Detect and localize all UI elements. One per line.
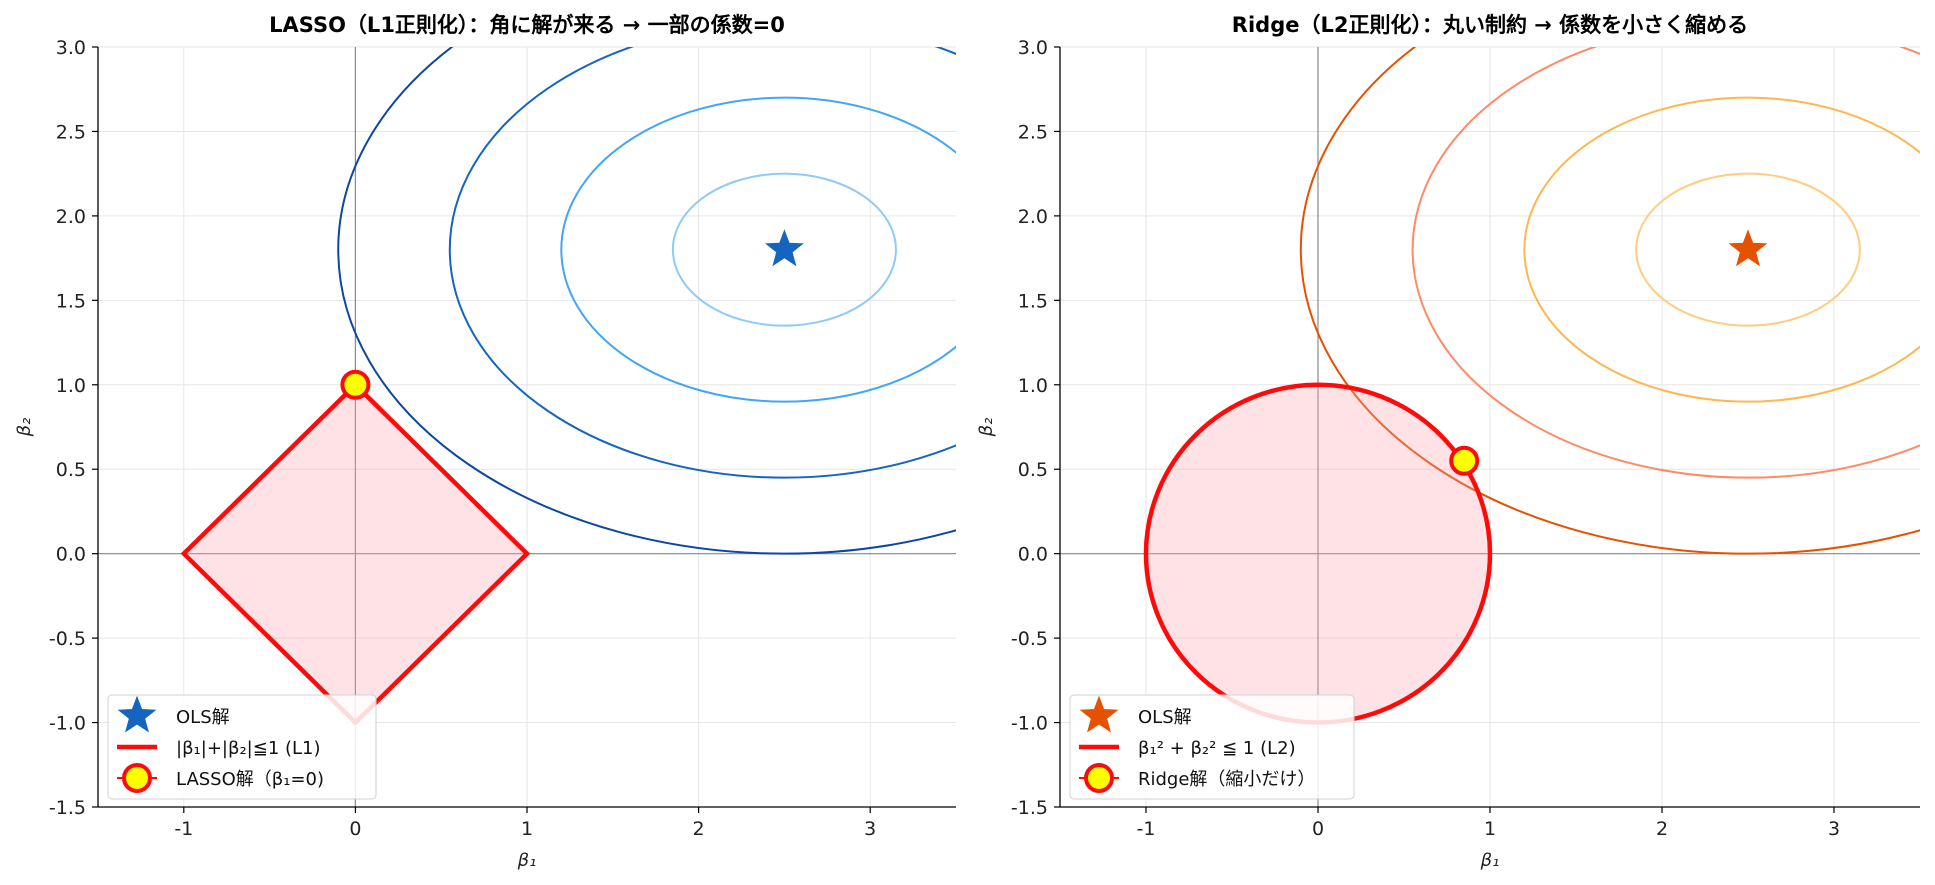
- lasso-y-tick-label-0: -1.5: [49, 797, 86, 819]
- ridge-grid: [1060, 46, 1920, 808]
- ridge-l2-constraint-circle: [1143, 382, 1493, 725]
- lasso-title: LASSO（L1正則化）：角に解が来る → 一部の係数=0: [269, 13, 785, 37]
- lasso-y-tick-label-5: 1.0: [56, 375, 86, 397]
- ridge-x-tick-label-2: 1: [1484, 818, 1496, 840]
- ridge-y-tick-label-0: -1.5: [1011, 797, 1048, 819]
- lasso-x-tick-label-0: -1: [174, 818, 193, 840]
- ridge-contours: [1299, 47, 1920, 555]
- lasso-legend-label-1: |β₁|+|β₂|≦1 (L1): [176, 738, 321, 759]
- lasso-y-ticks: -1.5 -1.0 -0.5 0.0 0.5 1.0 1.5 2.0 2.5 3.0: [49, 37, 98, 819]
- ridge-legend-solution-swatch: [1084, 763, 1114, 793]
- ridge-y-tick-label-4: 0.5: [1018, 459, 1048, 481]
- lasso-contour-3: [448, 47, 956, 479]
- lasso-legend-label-2: LASSO解（β₁=0): [176, 769, 324, 790]
- lasso-y-tick-label-4: 0.5: [56, 459, 86, 481]
- ridge-x-tick-label-0: -1: [1137, 818, 1156, 840]
- lasso-x-tick-label-2: 1: [521, 818, 533, 840]
- lasso-contours: [337, 47, 956, 555]
- lasso-y-tick-label-2: -0.5: [49, 628, 86, 650]
- lasso-markers: [340, 229, 804, 400]
- lasso-x-axis-label: β₁: [517, 850, 537, 871]
- ridge-legend-label-1: β₁² + β₂² ≦ 1 (L2): [1138, 738, 1296, 759]
- lasso-contour-4: [337, 47, 956, 555]
- ridge-y-tick-label-2: -0.5: [1011, 628, 1048, 650]
- ridge-contour-1: [1635, 172, 1861, 327]
- lasso-panel: LASSO（L1正則化）：角に解が来る → 一部の係数=0 -1 0 1 2 3 -1.…: [14, 13, 956, 871]
- ridge-x-axis-label: β₁: [1480, 850, 1500, 871]
- lasso-y-axis-label: β₂: [14, 418, 35, 438]
- ridge-regularized-solution-point: [1449, 445, 1480, 476]
- ridge-y-tick-label-6: 1.5: [1018, 290, 1048, 312]
- lasso-legend: OLS解 |β₁|+|β₂|≦1 (L1) LASSO解（β₁=0): [107, 694, 377, 800]
- ridge-markers: [1449, 229, 1768, 476]
- lasso-legend-box: [107, 694, 377, 800]
- lasso-x-ticks: -1 0 1 2 3: [174, 807, 876, 840]
- lasso-x-tick-label-1: 0: [349, 818, 361, 840]
- lasso-y-tick-label-8: 2.5: [56, 121, 86, 143]
- ridge-legend-box: [1069, 694, 1355, 800]
- lasso-x-tick-label-4: 3: [864, 818, 876, 840]
- lasso-contour-1: [671, 172, 897, 327]
- lasso-l1-constraint-diamond: [180, 381, 531, 726]
- lasso-contour-2: [560, 96, 956, 403]
- ridge-x-tick-label-1: 0: [1312, 818, 1324, 840]
- ridge-ols-solution-star: [1728, 229, 1768, 267]
- ridge-title: Ridge（L2正則化）：丸い制約 → 係数を小さく縮める: [1232, 13, 1748, 37]
- ridge-contour-3: [1411, 47, 1920, 479]
- ridge-legend-label-2: Ridge解（縮小だけ）: [1138, 769, 1315, 790]
- ridge-y-tick-label-5: 1.0: [1018, 375, 1048, 397]
- ridge-panel: Ridge（L2正則化）：丸い制約 → 係数を小さく縮める -1 0 1 2 3 -1.…: [976, 13, 1920, 871]
- lasso-legend-ols-swatch: [117, 695, 157, 733]
- ridge-x-tick-label-4: 3: [1828, 818, 1840, 840]
- lasso-y-tick-label-6: 1.5: [56, 290, 86, 312]
- lasso-constraint-region: [180, 381, 531, 726]
- ridge-x-tick-label-3: 2: [1656, 818, 1668, 840]
- ridge-y-ticks: -1.5 -1.0 -0.5 0.0 0.5 1.0 1.5 2.0 2.5 3.0: [1011, 37, 1060, 819]
- ridge-legend: OLS解 β₁² + β₂² ≦ 1 (L2) Ridge解（縮小だけ）: [1069, 694, 1355, 800]
- ridge-y-tick-label-3: 0.0: [1018, 544, 1048, 566]
- lasso-grid: [98, 46, 956, 808]
- ridge-legend-ols-swatch: [1079, 695, 1119, 733]
- lasso-y-tick-label-9: 3.0: [56, 37, 86, 59]
- ridge-y-tick-label-7: 2.0: [1018, 206, 1048, 228]
- lasso-y-tick-label-1: -1.0: [49, 713, 86, 735]
- ridge-y-tick-label-1: -1.0: [1011, 713, 1048, 735]
- lasso-legend-solution-swatch: [122, 763, 152, 793]
- ridge-contour-2: [1523, 96, 1920, 403]
- ridge-contour-4: [1299, 47, 1920, 555]
- lasso-y-tick-label-3: 0.0: [56, 544, 86, 566]
- ridge-constraint-region: [1143, 382, 1493, 725]
- lasso-legend-label-0: OLS解: [176, 707, 230, 728]
- ridge-legend-label-0: OLS解: [1138, 707, 1192, 728]
- ridge-y-axis-label: β₂: [976, 418, 997, 438]
- lasso-x-tick-label-3: 2: [693, 818, 705, 840]
- lasso-regularized-solution-point: [340, 369, 371, 400]
- ridge-y-tick-label-9: 3.0: [1018, 37, 1048, 59]
- lasso-y-tick-label-7: 2.0: [56, 206, 86, 228]
- lasso-ols-solution-star: [764, 229, 804, 267]
- ridge-x-ticks: -1 0 1 2 3: [1137, 807, 1840, 840]
- ridge-y-tick-label-8: 2.5: [1018, 121, 1048, 143]
